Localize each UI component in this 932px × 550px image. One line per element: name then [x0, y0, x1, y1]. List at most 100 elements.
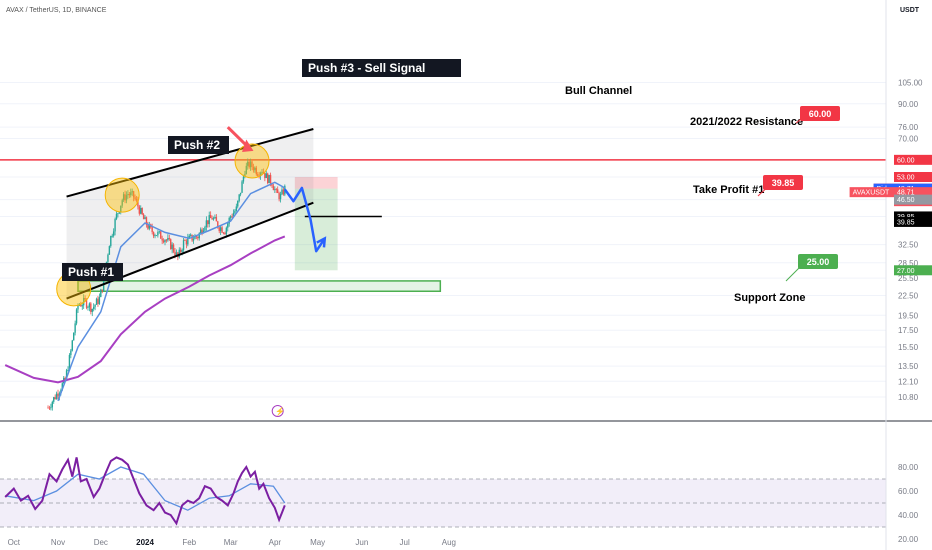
- candle: [272, 184, 275, 191]
- candle: [247, 158, 249, 170]
- rsi-line: [4, 456, 286, 526]
- candle: [48, 405, 51, 411]
- candle: [121, 198, 123, 208]
- candle-body: [232, 212, 235, 217]
- price-tick-1: 90.00: [898, 100, 919, 109]
- candle: [268, 174, 270, 184]
- axis-badge-box-6: [894, 211, 932, 222]
- candle-body: [55, 393, 58, 400]
- candle-body: [234, 210, 236, 213]
- candle-body: [120, 205, 122, 212]
- candle-body: [229, 216, 232, 218]
- candle: [188, 233, 190, 238]
- rsi-panel: 80.00 60.00 40.00 20.00: [0, 456, 919, 544]
- candle-body: [154, 235, 156, 237]
- lightning-icon: ⚡: [271, 405, 285, 417]
- candle-body: [138, 206, 141, 214]
- candle-body: [197, 237, 199, 239]
- candle-body: [202, 230, 205, 234]
- candle: [97, 295, 99, 307]
- candle: [100, 288, 102, 298]
- axis-badge-0: 60.00: [894, 154, 932, 165]
- push-3-label-box: [302, 59, 461, 77]
- rsi-tick-3: 20.00: [898, 535, 919, 544]
- candle-body: [225, 227, 228, 235]
- candle-body: [125, 195, 128, 201]
- candle-body: [187, 237, 189, 245]
- candle-body: [61, 383, 63, 391]
- candle: [238, 194, 240, 203]
- candle: [235, 203, 238, 212]
- support-zone: [77, 280, 442, 293]
- candle-body: [242, 176, 245, 182]
- candle: [237, 200, 239, 209]
- candle: [214, 214, 216, 219]
- candle-body: [265, 173, 267, 179]
- candle: [87, 305, 89, 311]
- axis-badge-text-7: 39.85: [897, 219, 915, 226]
- candle-body: [108, 246, 111, 255]
- candle-body: [50, 407, 52, 409]
- push-2-label-box: [168, 136, 229, 154]
- candle: [95, 297, 98, 305]
- candle-body: [95, 298, 98, 305]
- candle-body: [237, 200, 239, 207]
- candle-body: [130, 192, 132, 196]
- candle: [108, 245, 111, 255]
- candle-body: [244, 174, 246, 177]
- candle-body: [247, 161, 249, 166]
- candle-body: [264, 172, 266, 179]
- push-2-label-text: Push #2: [174, 138, 220, 152]
- candle: [75, 308, 78, 326]
- lightning-icon-ring: [271, 405, 284, 417]
- price-tick-13: 17.50: [898, 326, 919, 335]
- candle-body: [214, 216, 216, 219]
- x-tick-10: Aug: [442, 538, 456, 547]
- candle-body: [115, 213, 118, 219]
- candle: [274, 186, 276, 193]
- candle: [71, 339, 73, 352]
- candle-body: [73, 332, 75, 341]
- candle: [264, 172, 266, 182]
- candle-body: [184, 240, 186, 241]
- candle-body: [124, 194, 126, 201]
- candle-body: [142, 214, 145, 220]
- candle-body: [94, 304, 96, 307]
- candle: [73, 332, 75, 341]
- support-badge-box: [798, 254, 838, 269]
- candle-body: [70, 350, 72, 356]
- candle-body: [238, 194, 240, 201]
- candle-body: [172, 244, 175, 252]
- stop-loss-zone: [294, 176, 338, 189]
- push-circle-3: [234, 143, 270, 179]
- candle: [265, 170, 267, 179]
- candle: [130, 188, 132, 198]
- axis-badge-box-5: [894, 194, 932, 205]
- candle: [57, 389, 59, 401]
- support-zone-label: Support Zone: [734, 292, 806, 304]
- candle-body: [219, 227, 222, 232]
- symbol-title: AVAX / TetherUS, 1D, BINANCE: [6, 7, 107, 14]
- candle-body: [90, 303, 92, 312]
- candle-body: [171, 244, 173, 250]
- currency-label: USDT: [900, 7, 920, 14]
- candle-body: [48, 407, 51, 409]
- push-1-label-box: [62, 263, 123, 281]
- candle-body: [165, 239, 168, 241]
- candle-body: [209, 215, 212, 219]
- ema-line: [57, 181, 286, 402]
- push-circle-2: [104, 177, 140, 213]
- candle-body: [208, 215, 210, 225]
- axis-badge-7: 39.85: [894, 216, 932, 227]
- price-tick-14: 15.50: [898, 343, 919, 352]
- candle: [53, 396, 55, 404]
- candle-body: [128, 194, 131, 196]
- candle: [279, 191, 282, 203]
- candle-body: [192, 239, 195, 241]
- candle-body: [51, 401, 54, 408]
- push-1-label-text: Push #1: [68, 265, 114, 279]
- candle-body: [158, 231, 160, 233]
- candle: [282, 186, 285, 196]
- candle-body: [251, 161, 253, 167]
